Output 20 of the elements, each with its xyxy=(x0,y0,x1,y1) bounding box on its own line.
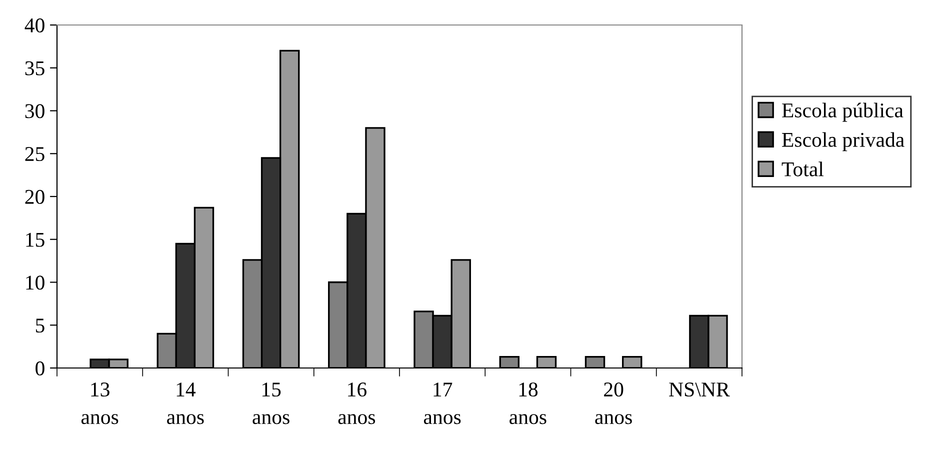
y-tick-label: 25 xyxy=(25,147,44,162)
y-tick-label: 30 xyxy=(25,104,44,118)
x-tick-label: 18 anos xyxy=(510,382,546,424)
legend-label: Total xyxy=(782,162,824,176)
y-tick-label: 35 xyxy=(25,61,44,76)
x-tick-label: 16 anos xyxy=(338,382,376,424)
x-tick-label: 20 anos xyxy=(595,382,632,424)
x-tick-label: NS\NR xyxy=(669,382,730,397)
y-tick-label: 20 xyxy=(25,190,44,204)
x-tick-label: 14 anos xyxy=(167,382,204,424)
y-tick-label: 0 xyxy=(36,361,44,376)
y-tick-label: 10 xyxy=(26,276,44,290)
x-tick-label: 13 anos xyxy=(81,382,118,424)
legend-label: Escola privada xyxy=(782,132,904,152)
y-tick-label: 5 xyxy=(36,318,44,333)
x-tick-label: 15 anos xyxy=(252,382,290,424)
y-tick-label: 40 xyxy=(24,18,44,32)
legend-label: Escola pública xyxy=(782,102,904,122)
y-tick-label: 15 xyxy=(26,232,44,247)
x-tick-label: 17 anos xyxy=(424,382,461,424)
